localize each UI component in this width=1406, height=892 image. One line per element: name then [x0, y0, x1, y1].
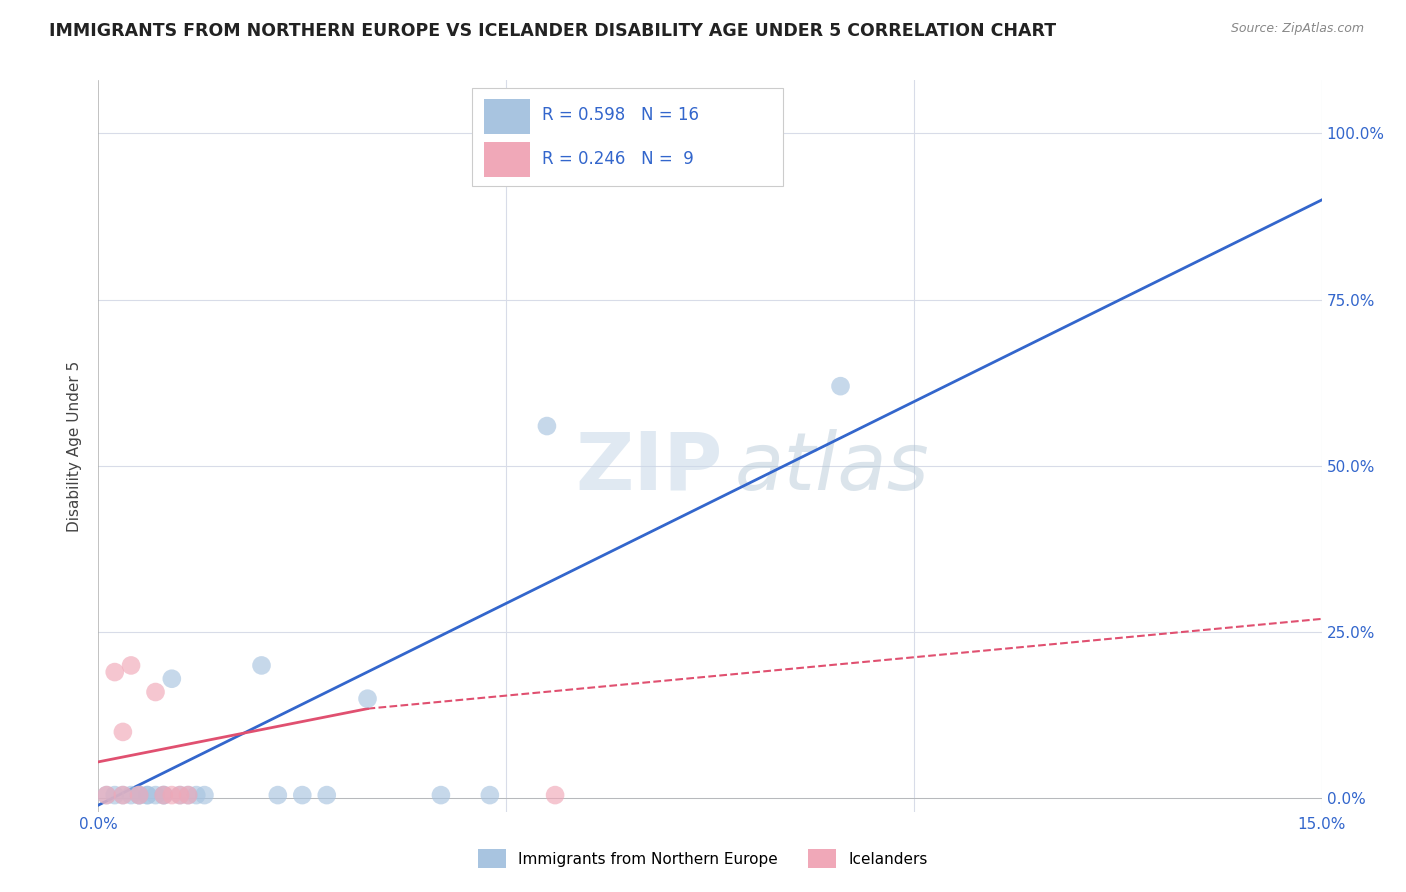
- Point: [152, 788, 174, 802]
- Point: [128, 788, 150, 802]
- Point: [177, 788, 200, 802]
- Bar: [484, 142, 530, 177]
- Point: [291, 788, 314, 802]
- FancyBboxPatch shape: [471, 87, 783, 186]
- Text: atlas: atlas: [735, 429, 929, 507]
- Point: [104, 788, 127, 802]
- Point: [145, 788, 167, 802]
- Text: IMMIGRANTS FROM NORTHERN EUROPE VS ICELANDER DISABILITY AGE UNDER 5 CORRELATION : IMMIGRANTS FROM NORTHERN EUROPE VS ICELA…: [49, 22, 1056, 40]
- Point: [160, 788, 183, 802]
- Text: R = 0.246   N =  9: R = 0.246 N = 9: [543, 150, 695, 169]
- Point: [96, 788, 118, 802]
- Point: [111, 788, 134, 802]
- Point: [250, 658, 273, 673]
- Point: [177, 788, 200, 802]
- Point: [120, 658, 142, 673]
- Point: [536, 419, 558, 434]
- Point: [478, 788, 501, 802]
- Y-axis label: Disability Age Under 5: Disability Age Under 5: [67, 360, 83, 532]
- Legend: Immigrants from Northern Europe, Icelanders: Immigrants from Northern Europe, Iceland…: [471, 841, 935, 875]
- Point: [111, 725, 134, 739]
- Point: [160, 672, 183, 686]
- Point: [830, 379, 852, 393]
- Point: [120, 788, 142, 802]
- Text: ZIP: ZIP: [575, 429, 723, 507]
- Bar: [484, 99, 530, 134]
- Point: [152, 788, 174, 802]
- Point: [267, 788, 290, 802]
- Text: Source: ZipAtlas.com: Source: ZipAtlas.com: [1230, 22, 1364, 36]
- Point: [96, 788, 118, 802]
- Point: [186, 788, 208, 802]
- Point: [356, 691, 378, 706]
- Point: [145, 685, 167, 699]
- Point: [136, 788, 159, 802]
- Text: R = 0.598   N = 16: R = 0.598 N = 16: [543, 106, 699, 124]
- Point: [169, 788, 191, 802]
- Point: [128, 788, 150, 802]
- Point: [136, 788, 159, 802]
- Point: [169, 788, 191, 802]
- Point: [104, 665, 127, 679]
- Point: [128, 788, 150, 802]
- Point: [193, 788, 215, 802]
- Point: [152, 788, 174, 802]
- Point: [430, 788, 453, 802]
- Point: [544, 788, 567, 802]
- Point: [111, 788, 134, 802]
- Point: [315, 788, 337, 802]
